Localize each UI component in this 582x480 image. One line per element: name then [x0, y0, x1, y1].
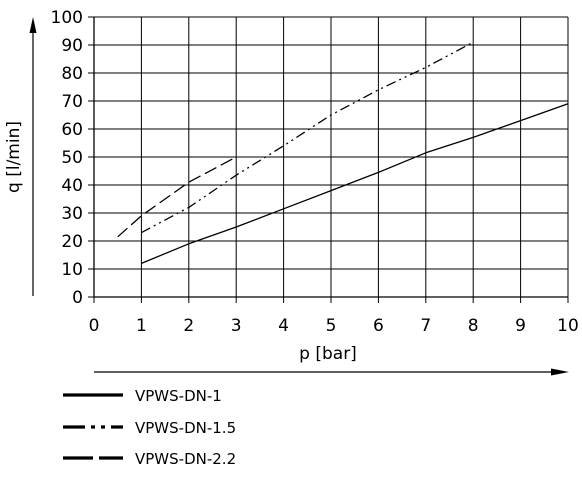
y-tick-label: 50	[61, 148, 83, 168]
legend: VPWS-DN-1 VPWS-DN-1.5 VPWS-DN-2.2	[63, 387, 236, 468]
x-axis-arrow-icon	[551, 369, 569, 376]
y-tick-label: 30	[61, 204, 83, 224]
y-tick-label: 0	[72, 288, 83, 308]
y-tick-label: 100	[51, 8, 83, 28]
legend-item: VPWS-DN-1	[63, 387, 222, 405]
y-tick-label: 40	[61, 176, 83, 196]
series-line-vpws-dn-1	[141, 104, 568, 264]
x-tick-label: 1	[136, 316, 147, 336]
y-axis-title: q [l/min]	[4, 121, 24, 193]
axes	[30, 17, 570, 376]
y-tick-label: 20	[61, 232, 83, 252]
x-tick-label: 2	[183, 316, 194, 336]
x-tick-label: 8	[468, 316, 479, 336]
y-tick-label: 10	[61, 260, 83, 280]
legend-item: VPWS-DN-2.2	[63, 450, 236, 468]
grid	[94, 17, 568, 297]
x-axis-title: p [bar]	[299, 344, 357, 364]
legend-label: VPWS-DN-1	[135, 387, 222, 405]
series-line-vpws-dn-2-2	[118, 157, 237, 237]
x-tick-label: 7	[420, 316, 431, 336]
tick-labels: 0 10 20 30 40 50 60 70 80 90 100 0 1 2 3 4 5 6 7 8 9 10	[51, 8, 579, 336]
legend-label: VPWS-DN-1.5	[135, 419, 236, 437]
series-line-vpws-dn-1-5	[141, 42, 473, 232]
legend-item: VPWS-DN-1.5	[63, 419, 236, 437]
x-tick-label: 3	[231, 316, 242, 336]
y-tick-label: 90	[61, 36, 83, 56]
x-tick-label: 5	[326, 316, 337, 336]
x-tick-label: 4	[278, 316, 289, 336]
series-layer	[118, 42, 568, 263]
legend-label: VPWS-DN-2.2	[135, 450, 236, 468]
x-tick-label: 0	[89, 316, 100, 336]
x-tick-label: 9	[515, 316, 526, 336]
y-axis-arrow-icon	[30, 17, 37, 33]
x-tick-label: 10	[557, 316, 579, 336]
y-tick-label: 80	[61, 64, 83, 84]
y-tick-label: 60	[61, 120, 83, 140]
y-tick-label: 70	[61, 92, 83, 112]
x-tick-label: 6	[373, 316, 384, 336]
